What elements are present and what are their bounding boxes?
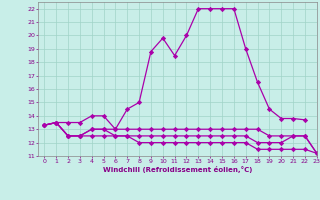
X-axis label: Windchill (Refroidissement éolien,°C): Windchill (Refroidissement éolien,°C) [103, 166, 252, 173]
